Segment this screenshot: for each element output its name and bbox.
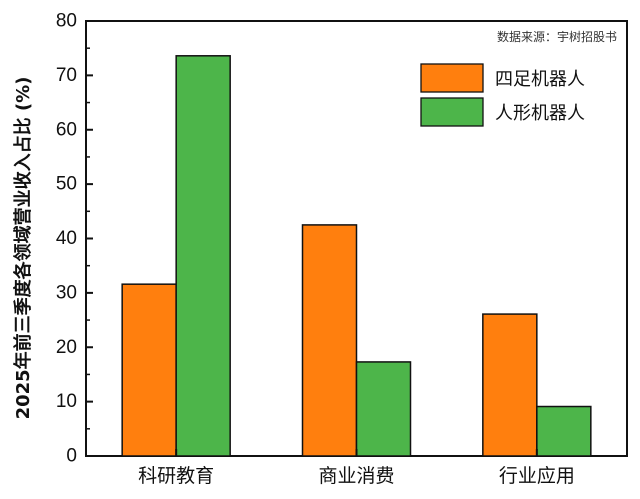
y-tick-label: 0 (66, 446, 77, 467)
y-tick-label: 10 (56, 391, 77, 412)
y-tick-label: 70 (56, 65, 77, 86)
y-tick-label: 20 (56, 337, 77, 358)
bar-humanoid-1 (355, 361, 412, 457)
source-note: 数据来源：宇树招股书 (497, 29, 617, 44)
legend-label-quadruped: 四足机器人 (495, 69, 585, 90)
bar-quadruped-1 (301, 224, 358, 457)
x-category-label: 科研教育 (138, 465, 214, 487)
legend-swatch-humanoid (420, 97, 484, 127)
x-category-label: 行业应用 (499, 465, 575, 487)
y-tick-label: 30 (56, 282, 77, 303)
y-tick-label: 60 (56, 119, 77, 140)
legend-swatch-quadruped (420, 63, 484, 93)
bar-quadruped-2 (482, 313, 538, 457)
legend: 四足机器人 人形机器人 (420, 63, 585, 127)
bar-humanoid-0 (175, 55, 231, 457)
x-category-label: 商业消费 (318, 465, 394, 487)
legend-label-humanoid: 人形机器人 (495, 103, 585, 124)
y-axis-label: 2025年前三季度各领域营业收入占比 (%) (12, 77, 34, 420)
bar-quadruped-0 (121, 283, 177, 457)
y-tick-label: 80 (56, 11, 77, 32)
y-tick-label: 40 (56, 228, 77, 249)
bar-humanoid-2 (536, 405, 592, 457)
y-tick-label: 50 (56, 174, 77, 195)
